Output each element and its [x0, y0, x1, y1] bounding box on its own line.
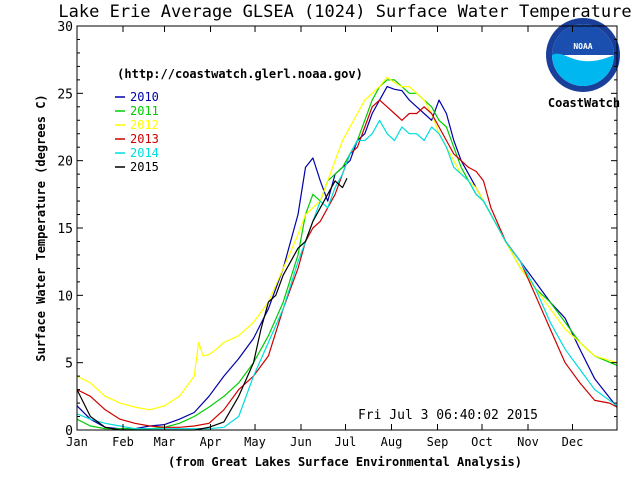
x-tick-label: Oct	[471, 435, 493, 449]
y-tick-label: 20	[57, 155, 73, 170]
coastwatch-label: CoastWatch	[548, 96, 620, 110]
x-tick-label: Jun	[290, 435, 312, 449]
y-tick-label: 25	[57, 87, 73, 102]
y-tick-label: 5	[65, 357, 73, 372]
x-tick-label: Mar	[154, 435, 176, 449]
legend-label-2015: 2015	[130, 160, 159, 174]
noaa-logo: NOAA	[546, 18, 620, 92]
chart-title: Lake Erie Average GLSEA (1024) Surface W…	[58, 2, 631, 22]
y-axis: 0 5 10 15 20 25 30	[57, 20, 617, 439]
chart-subtitle: (http://coastwatch.glerl.noaa.gov)	[117, 67, 363, 81]
x-tick-label: Jul	[335, 435, 357, 449]
legend-label-2014: 2014	[130, 146, 159, 160]
y-tick-label: 10	[57, 289, 73, 304]
legend-label-2010: 2010	[130, 90, 159, 104]
legend-label-2012: 2012	[130, 118, 159, 132]
x-axis-label: (from Great Lakes Surface Environmental …	[168, 455, 522, 469]
series-layer	[76, 76, 618, 431]
x-tick-label: Jan	[66, 435, 88, 449]
legend-label-2013: 2013	[130, 132, 159, 146]
y-axis-label: Surface Water Temperature (degrees C)	[34, 94, 48, 361]
x-tick-label: Apr	[200, 435, 222, 449]
series-line-2013	[76, 99, 618, 428]
x-tick-label: Nov	[517, 435, 539, 449]
x-tick-label: May	[244, 435, 266, 449]
x-tick-label: Dec	[562, 435, 584, 449]
x-tick-label: Aug	[381, 435, 403, 449]
y-tick-label: 0	[65, 424, 73, 439]
y-tick-label: 30	[57, 20, 73, 35]
x-tick-label: Sep	[427, 435, 449, 449]
y-tick-label: 15	[57, 222, 73, 237]
noaa-logo-badge: NOAA	[573, 42, 592, 51]
legend-label-2011: 2011	[130, 104, 159, 118]
timestamp: Fri Jul 3 06:40:02 2015	[358, 408, 538, 423]
x-tick-label: Feb	[112, 435, 134, 449]
x-axis: Jan Feb Mar Apr May Jun Jul Aug Sep Oct Nov Dec	[66, 26, 583, 449]
series-line-2014	[76, 119, 618, 430]
